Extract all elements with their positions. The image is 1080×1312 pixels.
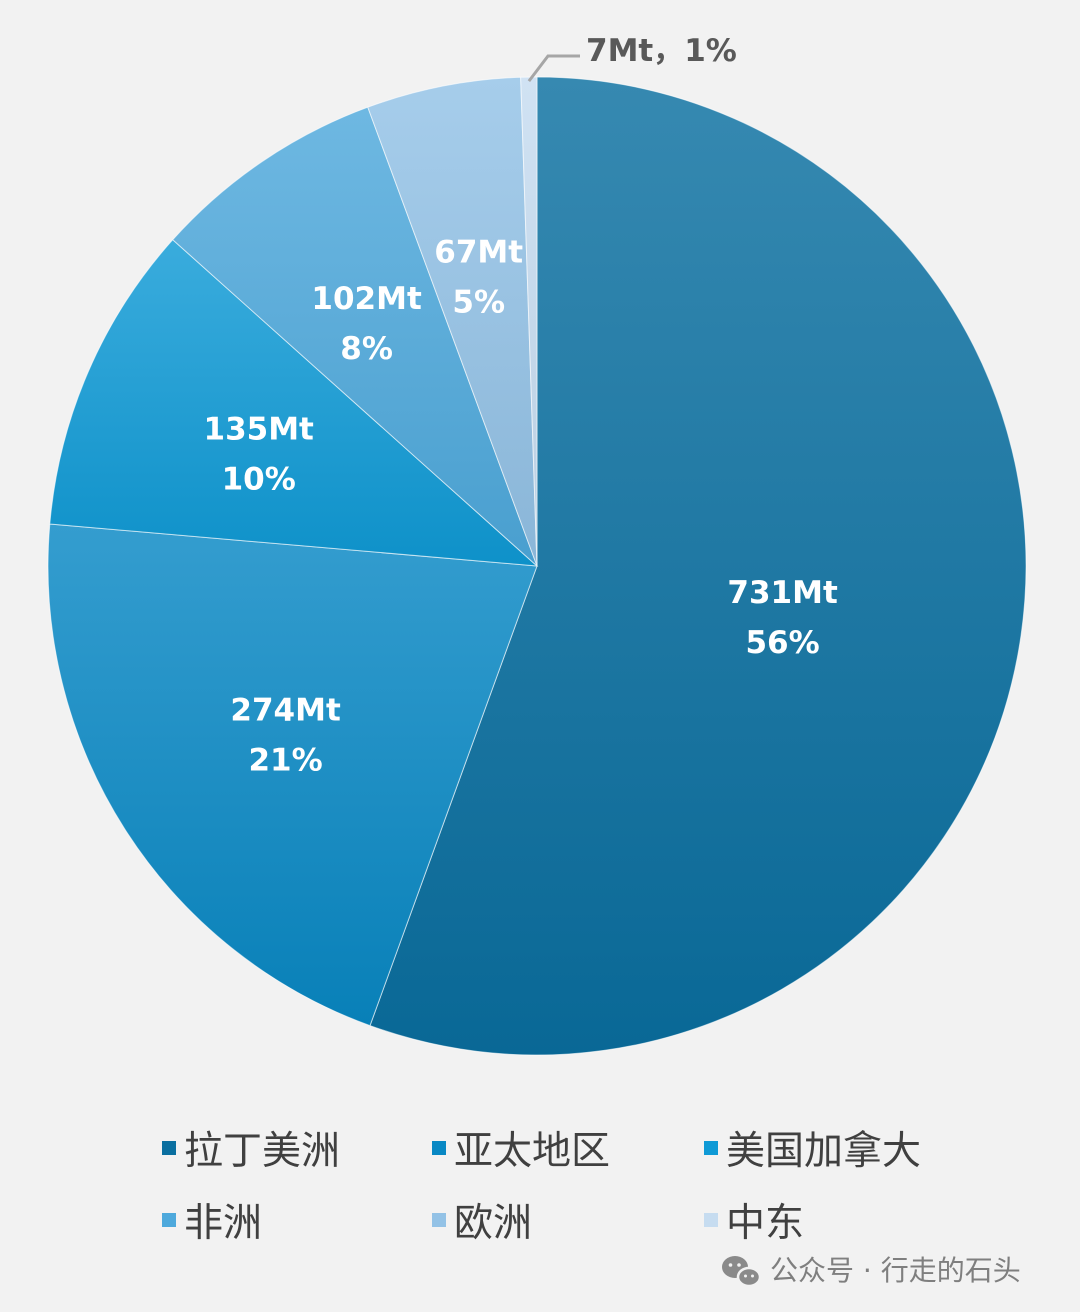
slice-4-wedge (172, 106, 538, 567)
watermark-text: 公众号 · 行走的石头 (770, 1254, 1021, 1287)
legend-swatch-3 (704, 1141, 718, 1155)
slice-3-value-label: 135Mt (204, 412, 315, 448)
slice-2-wedge (47, 523, 538, 1027)
outer-label-group: 7Mt，1% (527, 33, 737, 83)
slice-1-percent-label: 56% (745, 625, 819, 661)
slice-4-percent-label: 8% (340, 331, 393, 367)
slice-3-wedge (49, 239, 539, 567)
wechat-icon (722, 1256, 762, 1288)
pie-slices (47, 76, 1027, 1056)
slice-2-percent-label: 21% (248, 743, 322, 779)
slice-labels: 731Mt 56% 274Mt 21% 135Mt 10% 102Mt 8% 67Mt 5% (204, 235, 838, 779)
legend-swatch-4 (162, 1213, 176, 1227)
legend-label-6: 中东 (726, 1201, 804, 1246)
outer-data-label: 7Mt，1% (586, 33, 737, 69)
legend-label-1: 拉丁美洲 (184, 1129, 340, 1174)
slice-4-value-label: 102Mt (311, 281, 422, 317)
legend-swatch-6 (704, 1213, 718, 1227)
slice-5-percent-label: 5% (452, 285, 505, 321)
legend-label-3: 美国加拿大 (726, 1129, 921, 1174)
slice-5-wedge (367, 76, 538, 567)
slice-5-value-label: 67Mt (434, 235, 523, 271)
legend-label-4: 非洲 (184, 1201, 262, 1246)
legend-label-2: 亚太地区 (454, 1129, 610, 1174)
legend-swatch-2 (432, 1141, 446, 1155)
legend-label-5: 欧洲 (454, 1201, 532, 1246)
legend-swatch-5 (432, 1213, 446, 1227)
slice-1-value-label: 731Mt (727, 575, 838, 611)
watermark: 公众号 · 行走的石头 (722, 1254, 1021, 1288)
legend-swatch-1 (162, 1141, 176, 1155)
leader-line (527, 54, 580, 83)
slice-3-percent-label: 10% (222, 462, 296, 498)
slice-6-wedge (520, 76, 538, 567)
slice-2-value-label: 274Mt (230, 693, 341, 729)
slice-1-wedge (369, 76, 1027, 1056)
